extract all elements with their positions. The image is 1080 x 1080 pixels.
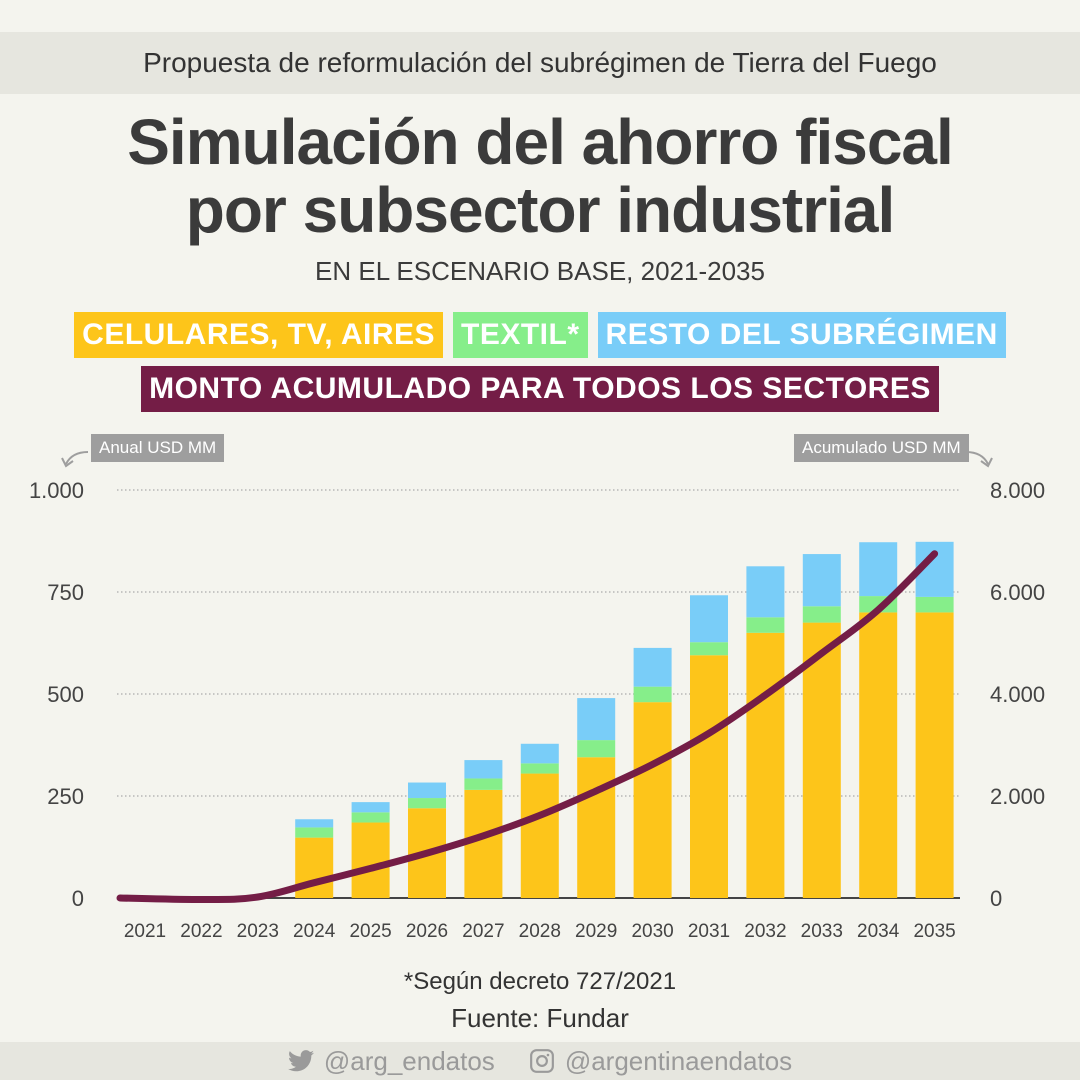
x-tick-label: 2022 [180,921,222,942]
bar-segment-celulares [577,757,616,898]
x-tick-label: 2028 [519,921,561,942]
bar-segment-textil [520,763,559,774]
bar-segment-celulares [633,702,672,898]
bar-segment-resto [464,760,503,779]
x-tick-label: 2025 [349,921,391,942]
x-tick-label: 2033 [801,921,843,942]
bar-segment-celulares [859,612,898,898]
bar-segment-resto [520,743,559,764]
title-line-1: Simulación del ahorro fiscal [127,106,954,178]
right-y-tick-label: 6.000 [990,580,1045,605]
x-ticks: 2021 2022 2023 2024 2025 2026 2027 2028 2029 2030… [124,921,956,942]
right-y-tick-label: 8.000 [990,478,1045,503]
right-arrow-icon [965,451,989,465]
bar-segment-textil [802,606,841,623]
x-tick-label: 2021 [124,921,166,942]
left-y-tick-label: 500 [47,682,84,707]
x-tick-label: 2023 [237,921,279,942]
legend-row-series: CELULARES, TV, AIRES TEXTIL* RESTO DEL S… [0,312,1080,358]
right-y-tick-label: 4.000 [990,682,1045,707]
right-y-ticks: 0 2.000 4.000 6.000 8.000 [990,478,1045,911]
bar-segment-textil [351,812,390,823]
left-y-tick-label: 1.000 [29,478,84,503]
bar-segment-resto [859,542,898,597]
x-tick-label: 2032 [744,921,786,942]
banner-text: Propuesta de reformulación del subrégime… [143,47,937,78]
legend-resto: RESTO DEL SUBRÉGIMEN [597,312,1006,358]
bar-segment-textil [746,617,785,633]
chart-subtitle: EN EL ESCENARIO BASE, 2021-2035 [315,256,765,286]
instagram-icon [529,1049,554,1073]
bar-segment-resto [690,595,728,643]
title-line-2: por subsector industrial [185,174,896,246]
x-tick-label: 2029 [575,921,617,942]
x-tick-label: 2026 [406,921,448,942]
bar-segment-resto [633,647,672,687]
bar-segment-resto [351,802,390,813]
footnote: *Según decreto 727/2021 [403,968,677,995]
source-note: Fuente: Fundar [451,1003,629,1033]
right-y-tick-label: 0 [990,886,1002,911]
bar-segment-textil [915,596,954,613]
bar-segment-resto [746,566,785,618]
top-banner: Propuesta de reformulación del subrégime… [0,32,1080,94]
bar-segment-textil [690,642,728,656]
bar-segment-celulares [802,622,841,898]
bar-segment-celulares [746,632,785,898]
instagram-handle[interactable]: @argentinaendatos [529,1046,792,1077]
twitter-icon [287,1050,314,1072]
bar-segment-textil [633,686,672,703]
left-y-tick-label: 250 [47,784,84,809]
x-tick-label: 2035 [913,921,955,942]
left-arrow-icon [65,451,89,465]
left-arrow-head-icon [61,457,74,468]
right-arrow-head-icon [980,457,993,468]
bar-segment-textil [408,798,446,809]
bar-segment-resto [408,782,446,799]
x-tick-label: 2031 [688,921,730,942]
bar-segment-resto [295,819,334,828]
right-axis-tag: Acumulado USD MM [794,434,969,462]
bottom-banner: @arg_endatos @argentinaendatos [0,1042,1080,1080]
x-tick-label: 2030 [631,921,673,942]
legend-textil: TEXTIL* [453,312,588,358]
x-tick-label: 2024 [293,921,336,942]
bar-segment-resto [577,698,616,741]
twitter-label: @arg_endatos [323,1045,495,1076]
bar-segment-celulares [520,773,559,898]
x-tick-label: 2027 [462,921,504,942]
chart-title: Simulación del ahorro fiscal por subsect… [0,108,1080,244]
legend-row-line: MONTO ACUMULADO PARA TODOS LOS SECTORES [0,366,1080,412]
cumulative-line [116,550,939,904]
right-y-tick-label: 2.000 [990,784,1045,809]
bar-segment-textil [577,740,616,758]
bar-segment-textil [295,827,334,838]
bar-segment-celulares [464,789,503,898]
bar-segment-celulares [915,612,954,898]
x-tick-label: 2034 [857,921,900,942]
left-y-tick-label: 750 [47,580,84,605]
bar-segment-resto [802,554,841,607]
left-axis-tag: Anual USD MM [91,434,225,462]
left-y-ticks: 0 250 500 750 1.000 [29,478,84,911]
twitter-handle[interactable]: @arg_endatos [287,1045,495,1077]
left-y-tick-label: 0 [72,886,84,911]
bars [295,541,954,898]
legend-acumulado: MONTO ACUMULADO PARA TODOS LOS SECTORES [141,366,939,412]
legend-celulares: CELULARES, TV, AIRES [74,312,444,358]
bar-segment-celulares [690,655,728,898]
bar-segment-textil [464,778,503,790]
bar-segment-celulares [351,822,390,898]
instagram-label: @argentinaendatos [564,1045,793,1076]
